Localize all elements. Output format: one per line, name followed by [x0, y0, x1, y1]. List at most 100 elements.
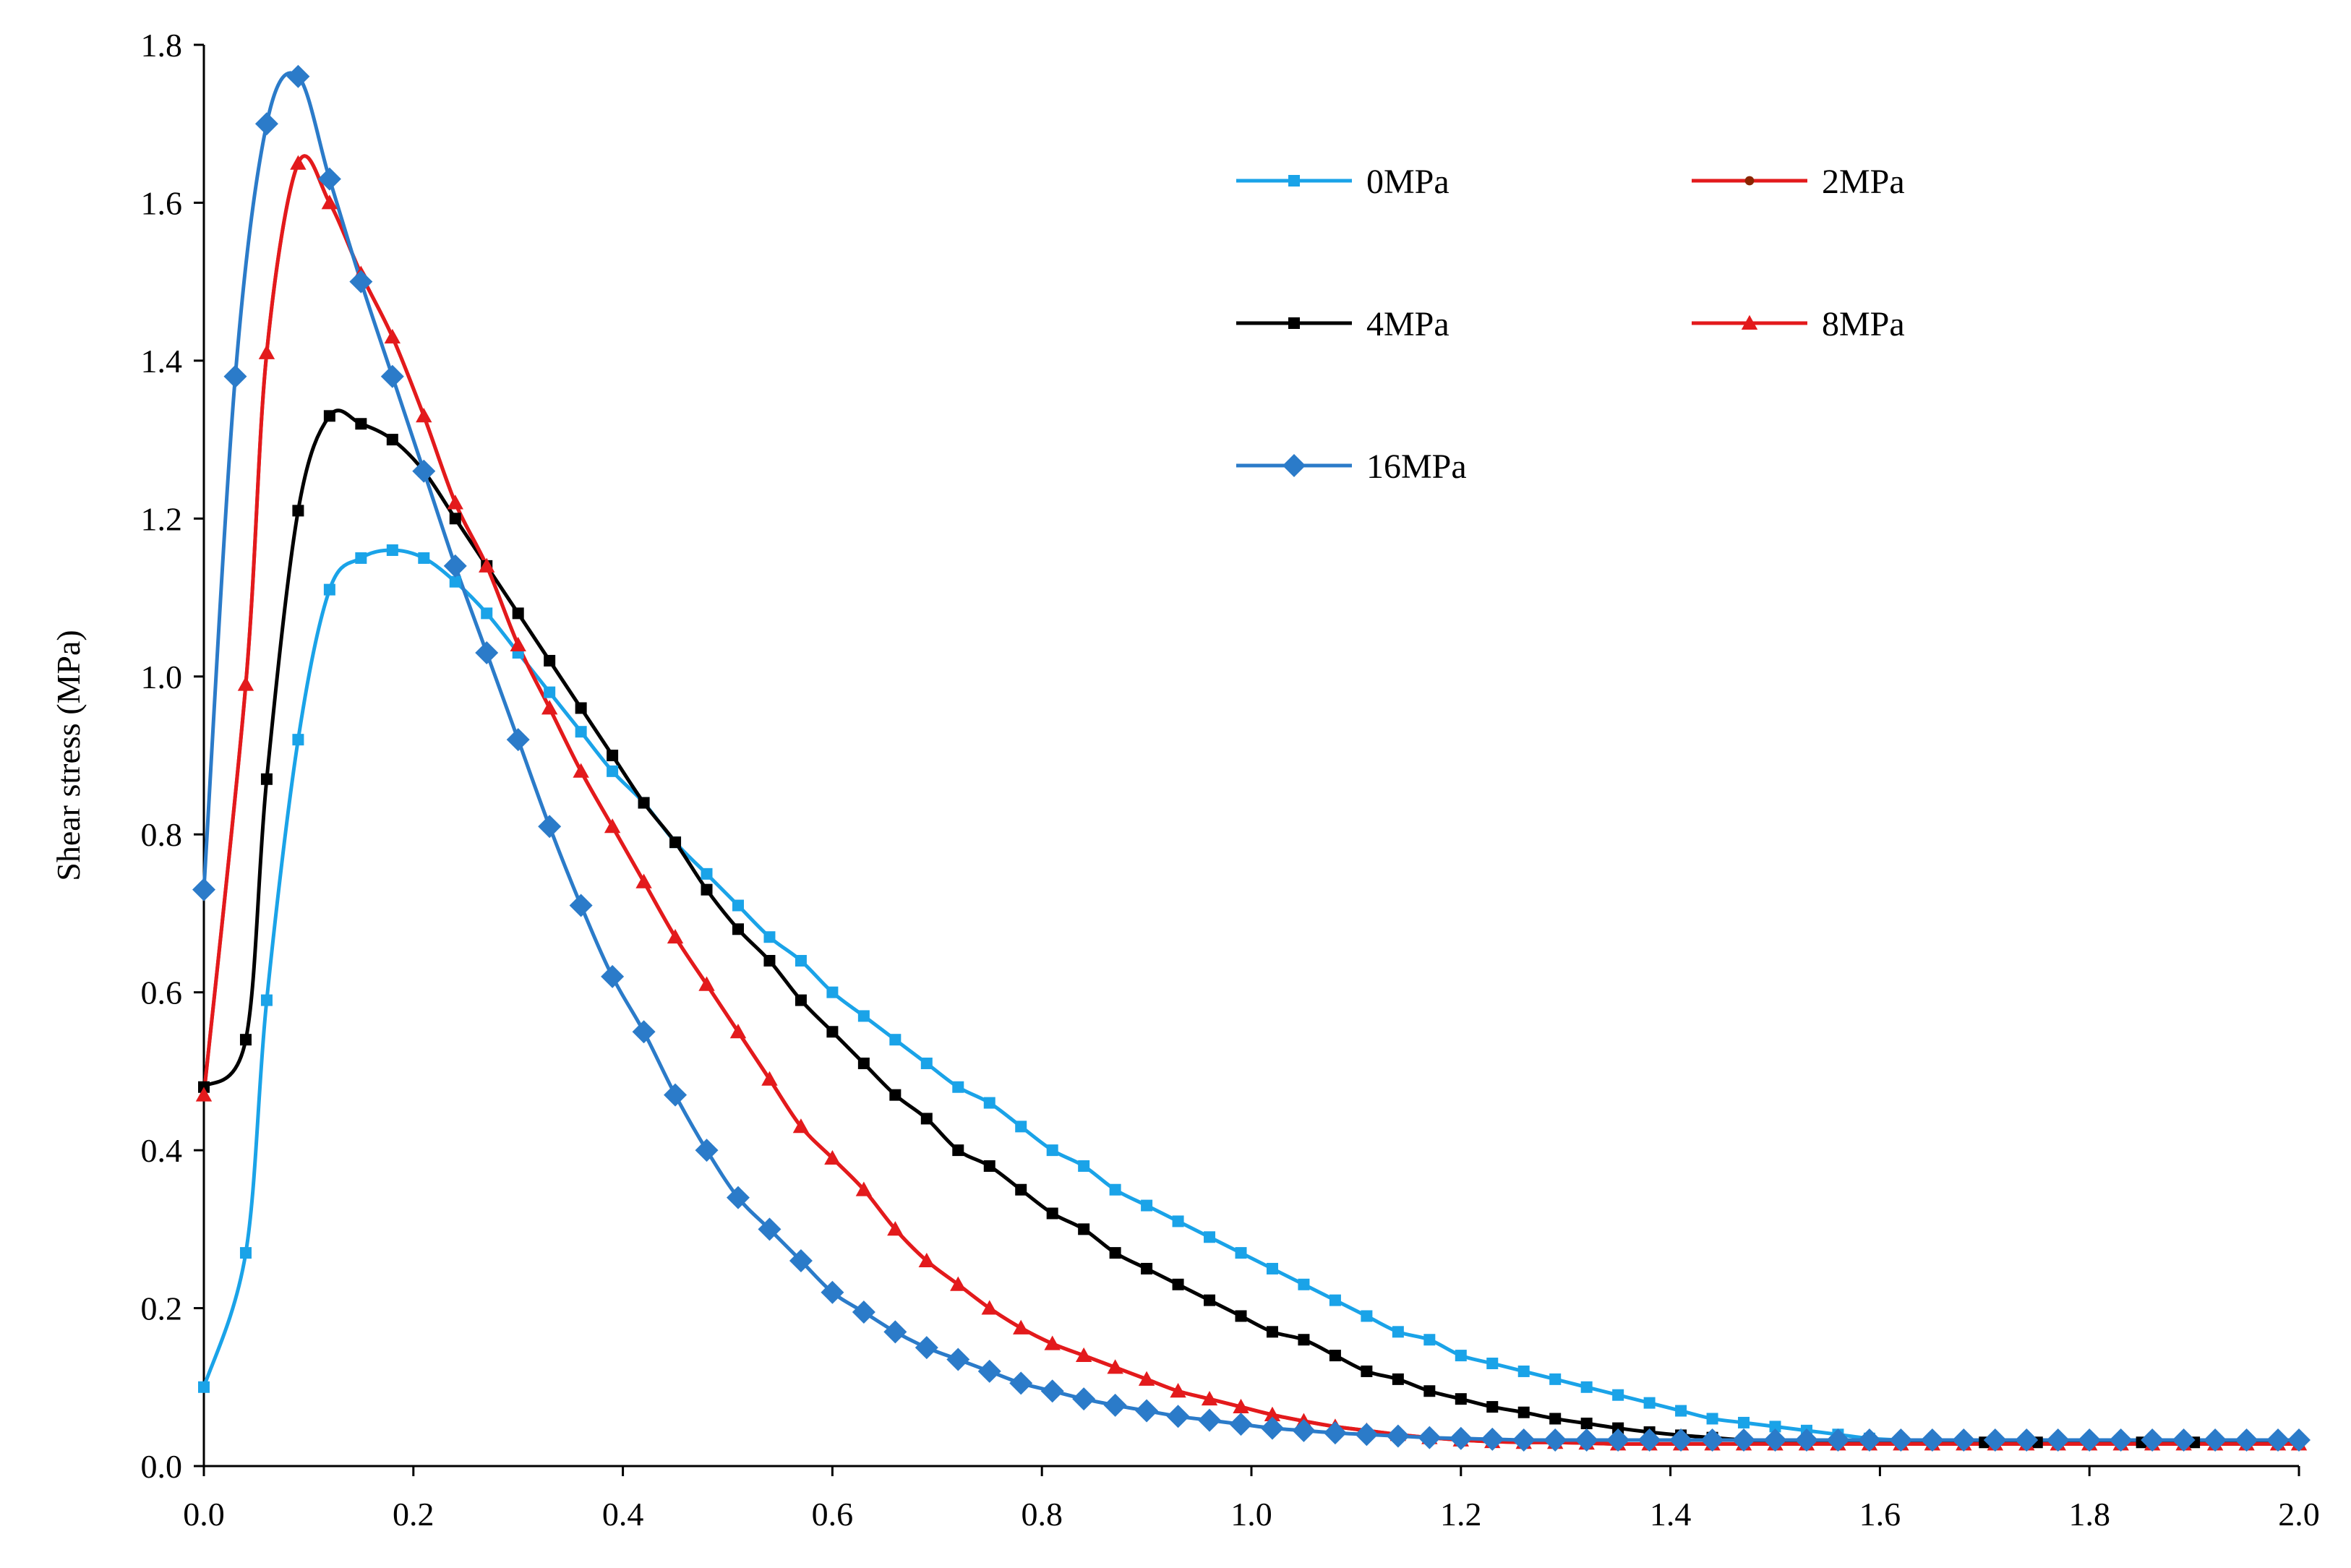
data-point-16mpa: [1857, 1428, 1881, 1452]
legend-marker-4mpa: [1288, 317, 1300, 329]
data-point-16mpa: [1920, 1428, 1944, 1452]
data-point-4mpa: [1298, 1334, 1310, 1346]
data-point-8mpa: [635, 873, 652, 888]
data-point-8mpa: [729, 1024, 747, 1039]
data-point-8mpa: [541, 700, 558, 715]
data-point-8mpa: [950, 1276, 967, 1291]
data-point-8mpa: [321, 194, 338, 210]
data-point-16mpa: [1952, 1428, 1976, 1452]
data-point-4mpa: [857, 1057, 870, 1069]
y-tick-label: 0.0: [141, 1448, 183, 1485]
data-point-16mpa: [223, 364, 247, 388]
data-point-0mpa: [1769, 1421, 1781, 1433]
data-point-16mpa: [695, 1139, 719, 1162]
data-point-0mpa: [260, 994, 273, 1006]
data-point-16mpa: [664, 1083, 688, 1107]
data-point-8mpa: [195, 1087, 213, 1102]
data-point-4mpa: [1486, 1401, 1499, 1413]
data-point-0mpa: [544, 686, 556, 698]
data-point-0mpa: [449, 575, 461, 588]
data-point-0mpa: [889, 1034, 902, 1046]
data-point-4mpa: [1266, 1326, 1278, 1338]
data-point-8mpa: [1107, 1359, 1123, 1374]
data-point-4mpa: [386, 434, 398, 446]
data-point-4mpa: [1455, 1393, 1467, 1405]
data-point-16mpa: [192, 878, 215, 901]
data-point-16mpa: [254, 112, 278, 136]
y-tick-label: 1.2: [141, 500, 183, 537]
data-point-4mpa: [607, 750, 619, 761]
data-point-16mpa: [1103, 1393, 1127, 1417]
data-point-16mpa: [2015, 1428, 2039, 1452]
data-point-4mpa: [239, 1034, 252, 1046]
x-tick-label: 1.0: [1230, 1496, 1272, 1533]
data-point-16mpa: [443, 554, 467, 578]
data-point-0mpa: [732, 899, 744, 912]
data-point-0mpa: [795, 954, 807, 967]
data-point-0mpa: [1204, 1231, 1216, 1243]
data-point-8mpa: [479, 557, 495, 573]
data-point-0mpa: [1015, 1121, 1027, 1133]
data-point-16mpa: [1983, 1428, 2007, 1452]
data-point-8mpa: [604, 818, 621, 834]
y-tick-label: 0.4: [141, 1132, 183, 1169]
x-tick-label: 1.4: [1650, 1496, 1692, 1533]
data-point-4mpa: [544, 654, 556, 667]
data-point-16mpa: [977, 1359, 1001, 1383]
y-tick-label: 1.0: [141, 659, 183, 695]
y-tick-label: 1.8: [141, 27, 183, 64]
data-point-0mpa: [857, 1010, 870, 1022]
data-point-0mpa: [239, 1247, 252, 1259]
data-point-4mpa: [732, 923, 744, 935]
data-point-16mpa: [2078, 1428, 2102, 1452]
data-point-16mpa: [1040, 1379, 1064, 1403]
x-tick-label: 0.4: [602, 1496, 644, 1533]
data-point-0mpa: [1109, 1183, 1121, 1196]
data-point-4mpa: [1141, 1262, 1153, 1274]
data-point-4mpa: [952, 1144, 964, 1157]
data-point-16mpa: [789, 1249, 813, 1273]
data-point-16mpa: [2141, 1428, 2164, 1452]
data-point-16mpa: [1292, 1418, 1316, 1442]
data-point-4mpa: [1046, 1207, 1058, 1220]
data-point-4mpa: [1517, 1406, 1530, 1418]
data-point-16mpa: [506, 728, 530, 752]
legend-label-0mpa: 0MPa: [1366, 163, 1449, 201]
data-point-4mpa: [1109, 1247, 1121, 1259]
data-point-8mpa: [1044, 1335, 1061, 1350]
data-point-4mpa: [449, 513, 461, 525]
data-point-4mpa: [638, 797, 650, 809]
data-point-16mpa: [1260, 1416, 1284, 1440]
data-point-0mpa: [1172, 1215, 1184, 1228]
data-point-16mpa: [1166, 1405, 1190, 1428]
legend-marker-0mpa: [1288, 175, 1300, 187]
data-point-16mpa: [2109, 1428, 2133, 1452]
data-point-16mpa: [538, 815, 562, 839]
y-tick-label: 1.6: [141, 184, 183, 221]
data-point-16mpa: [1700, 1428, 1724, 1452]
data-point-16mpa: [1449, 1426, 1473, 1450]
data-point-16mpa: [1826, 1428, 1850, 1452]
data-point-16mpa: [1418, 1426, 1442, 1449]
data-point-0mpa: [1392, 1326, 1404, 1338]
data-point-16mpa: [1543, 1428, 1567, 1452]
data-point-0mpa: [1266, 1262, 1278, 1274]
data-point-16mpa: [1637, 1428, 1661, 1452]
x-tick-label: 1.6: [1859, 1496, 1901, 1533]
x-tick-label: 0.0: [183, 1496, 225, 1533]
data-point-16mpa: [317, 167, 341, 191]
data-point-16mpa: [915, 1336, 938, 1360]
data-point-4mpa: [1549, 1413, 1562, 1425]
data-point-8mpa: [761, 1071, 778, 1086]
data-point-0mpa: [1486, 1358, 1499, 1370]
legend-marker-2mpa: [1744, 176, 1755, 186]
legend-label-2mpa: 2MPa: [1822, 163, 1905, 201]
data-point-0mpa: [1706, 1413, 1718, 1425]
data-point-8mpa: [667, 929, 684, 944]
data-point-0mpa: [198, 1381, 210, 1393]
data-point-4mpa: [575, 702, 587, 714]
data-point-16mpa: [1732, 1428, 1756, 1452]
data-point-4mpa: [292, 505, 304, 517]
data-point-16mpa: [1198, 1408, 1222, 1432]
